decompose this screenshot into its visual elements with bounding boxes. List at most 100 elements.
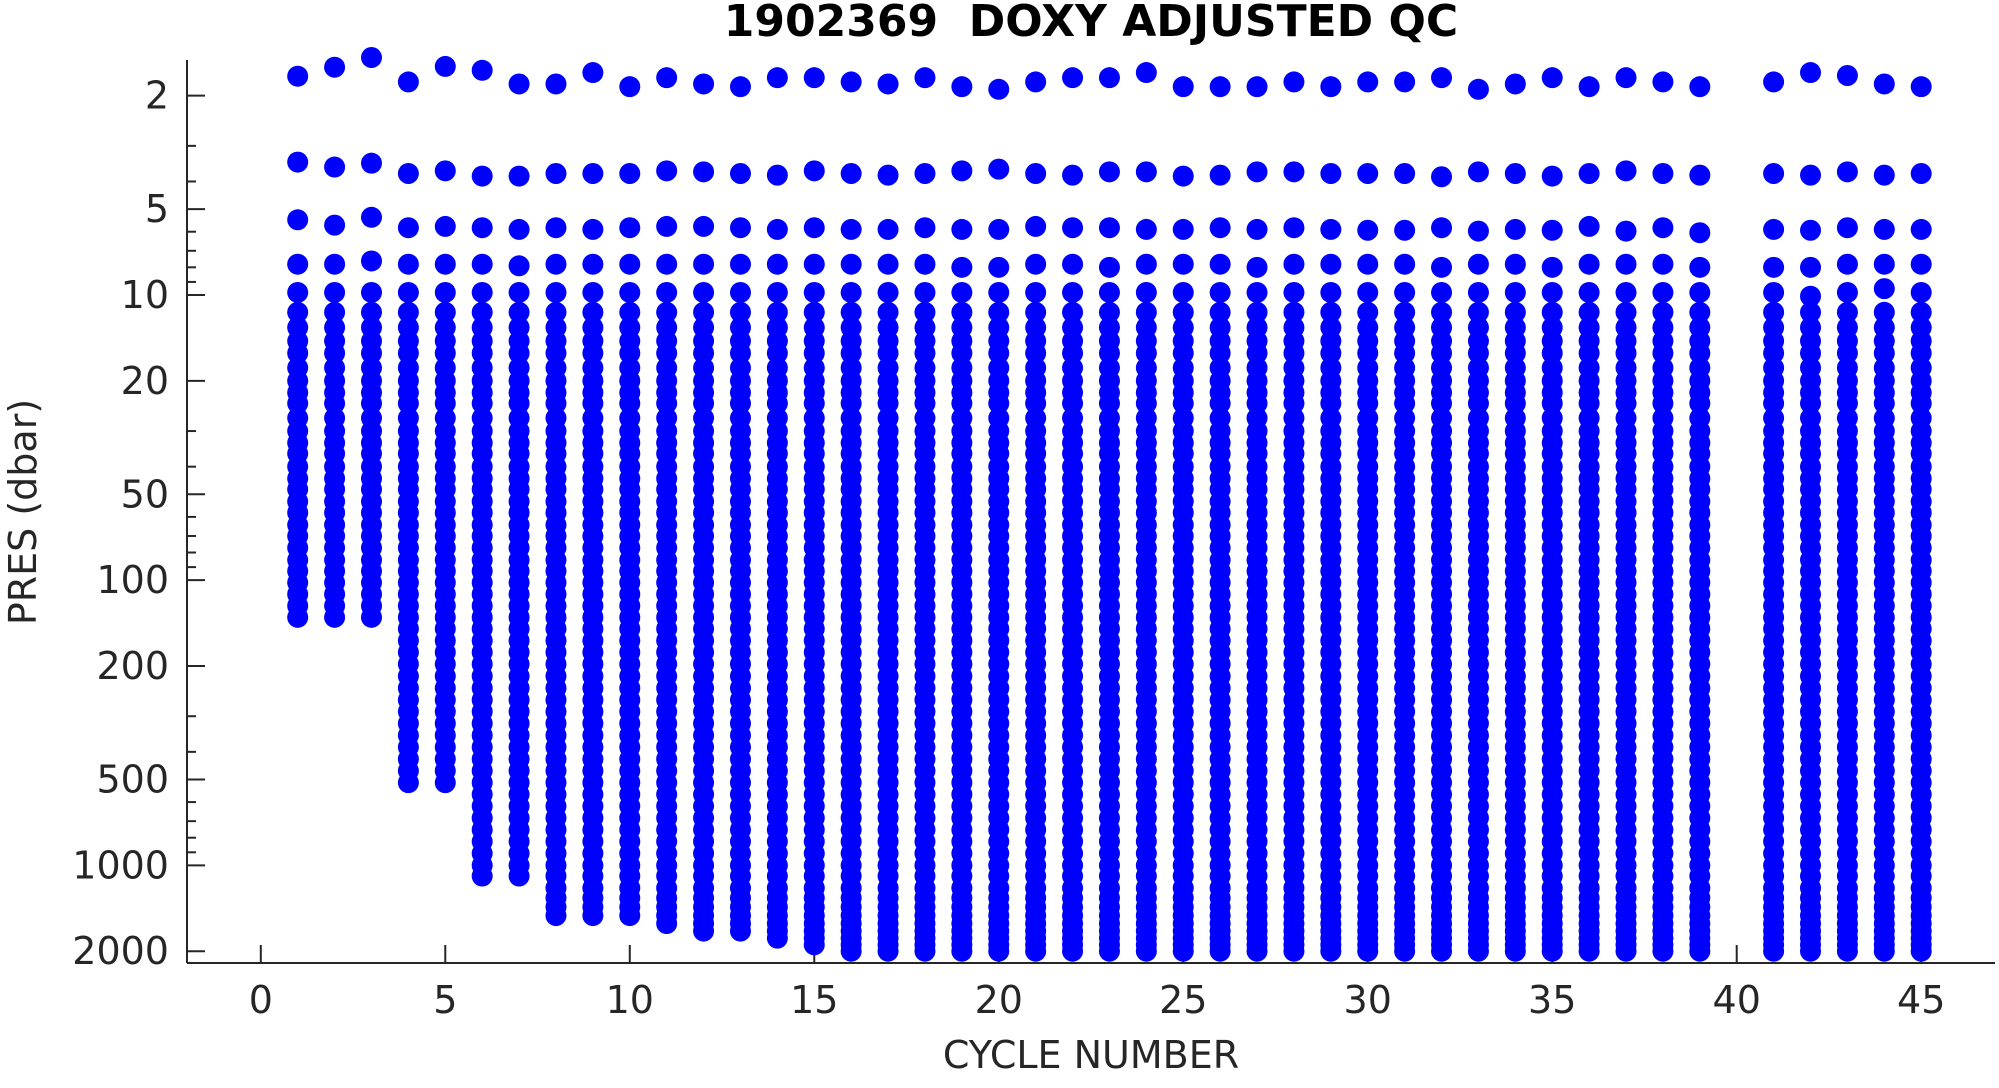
point xyxy=(1357,281,1379,303)
point xyxy=(840,392,862,414)
point xyxy=(1578,940,1600,962)
point xyxy=(1652,342,1674,364)
point xyxy=(803,67,825,89)
point xyxy=(1467,940,1489,962)
point xyxy=(1431,166,1453,188)
point xyxy=(619,253,641,275)
point xyxy=(1431,67,1453,89)
point xyxy=(1800,164,1822,186)
y-tick-label: 20 xyxy=(121,359,169,403)
point xyxy=(656,342,678,364)
point xyxy=(287,301,309,323)
point xyxy=(693,920,715,942)
point xyxy=(1615,67,1637,89)
point xyxy=(1652,940,1674,962)
point xyxy=(1467,253,1489,275)
point xyxy=(877,940,899,962)
point xyxy=(508,865,530,887)
point xyxy=(1025,253,1047,275)
point xyxy=(434,392,456,414)
point xyxy=(766,342,788,364)
point xyxy=(1209,253,1231,275)
point xyxy=(1873,342,1895,364)
point xyxy=(951,281,973,303)
point xyxy=(1910,281,1932,303)
point xyxy=(1763,342,1785,364)
point xyxy=(1283,301,1305,323)
point xyxy=(324,253,346,275)
point xyxy=(1615,253,1637,275)
point xyxy=(324,392,346,414)
point xyxy=(1910,301,1932,323)
point xyxy=(1394,342,1416,364)
point xyxy=(1098,301,1120,323)
point xyxy=(1246,256,1268,278)
point xyxy=(508,281,530,303)
point xyxy=(1246,161,1268,183)
point xyxy=(1172,392,1194,414)
point xyxy=(1135,940,1157,962)
point xyxy=(1578,281,1600,303)
point xyxy=(656,281,678,303)
point xyxy=(803,217,825,239)
point xyxy=(1763,256,1785,278)
point xyxy=(1800,342,1822,364)
point xyxy=(471,865,493,887)
point xyxy=(1357,940,1379,962)
point xyxy=(1689,164,1711,186)
point xyxy=(1652,217,1674,239)
point xyxy=(1652,301,1674,323)
point xyxy=(803,253,825,275)
point xyxy=(324,606,346,628)
point xyxy=(729,342,751,364)
point xyxy=(1062,342,1084,364)
point xyxy=(1320,253,1342,275)
point xyxy=(877,164,899,186)
point xyxy=(729,76,751,98)
point xyxy=(545,301,567,323)
point xyxy=(434,301,456,323)
point xyxy=(1394,253,1416,275)
point xyxy=(988,342,1010,364)
point xyxy=(471,392,493,414)
point xyxy=(1652,392,1674,414)
y-tick-label: 500 xyxy=(96,757,169,801)
point xyxy=(1504,281,1526,303)
point xyxy=(766,218,788,240)
point xyxy=(988,158,1010,180)
point xyxy=(1541,281,1563,303)
y-tick-label: 200 xyxy=(96,644,169,688)
point xyxy=(1357,253,1379,275)
point xyxy=(1209,940,1231,962)
point xyxy=(1467,281,1489,303)
point xyxy=(360,342,382,364)
point xyxy=(619,301,641,323)
point xyxy=(1541,392,1563,414)
point xyxy=(508,165,530,187)
point xyxy=(1246,392,1268,414)
point xyxy=(729,217,751,239)
point xyxy=(1467,161,1489,183)
point xyxy=(1246,342,1268,364)
point xyxy=(1209,301,1231,323)
point xyxy=(1504,253,1526,275)
point xyxy=(508,342,530,364)
point xyxy=(1209,76,1231,98)
point xyxy=(729,253,751,275)
point xyxy=(360,392,382,414)
chart-title: 1902369 DOXY ADJUSTED QC xyxy=(724,0,1458,47)
point xyxy=(693,301,715,323)
point xyxy=(877,281,899,303)
point xyxy=(1873,392,1895,414)
point xyxy=(1541,301,1563,323)
point xyxy=(360,206,382,228)
point xyxy=(1320,301,1342,323)
point xyxy=(1135,281,1157,303)
point xyxy=(1246,940,1268,962)
point xyxy=(287,209,309,231)
point xyxy=(914,67,936,89)
point xyxy=(840,253,862,275)
point xyxy=(1504,73,1526,95)
point xyxy=(508,255,530,277)
point xyxy=(324,156,346,178)
